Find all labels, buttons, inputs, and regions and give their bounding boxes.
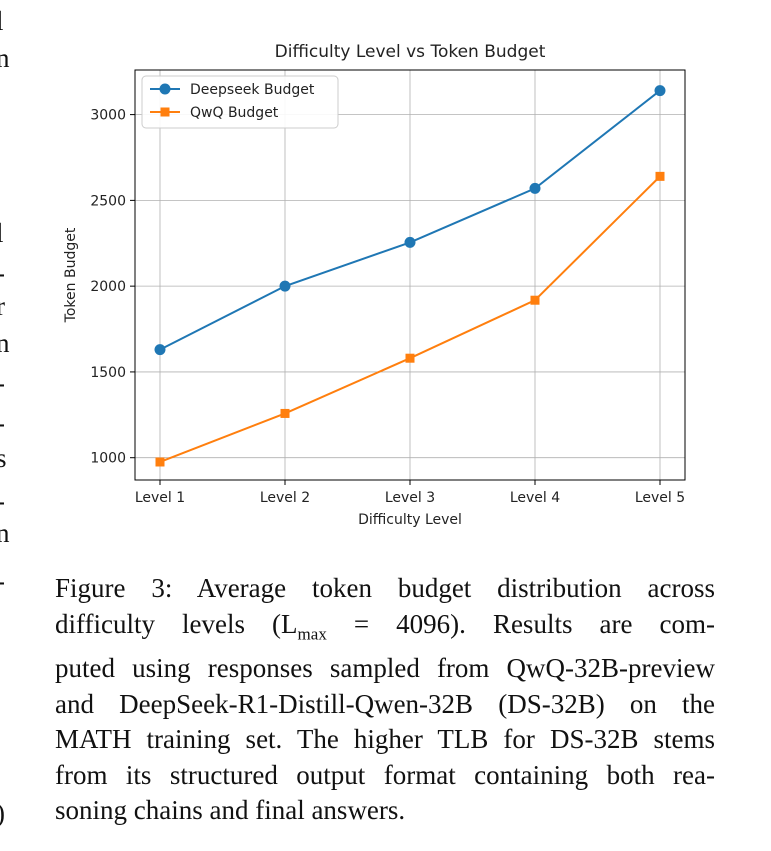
y-tick-label: 1500 — [90, 365, 126, 381]
edge-glyph: n — [0, 328, 10, 358]
edge-glyph: l — [0, 8, 4, 35]
series-layer — [154, 85, 666, 467]
x-tick-label: Level 5 — [635, 490, 685, 506]
caption-line-2: difficulty levels (Lmax = 4096). Results… — [55, 607, 715, 652]
caption-line-5: MATH training set. The higher TLB for DS… — [55, 724, 715, 755]
y-tick-label: 3000 — [90, 108, 126, 124]
legend-label: QwQ Budget — [190, 105, 279, 121]
y-tick-label: 2500 — [90, 193, 126, 209]
data-point — [155, 457, 165, 467]
caption-line-1: Figure 3: Average token budget distribut… — [55, 573, 715, 603]
x-tick-label: Level 1 — [135, 490, 185, 506]
edge-glyph: - — [0, 488, 5, 515]
edge-glyph: - — [0, 410, 5, 437]
edge-glyph: - — [0, 568, 5, 595]
legend-swatch-marker — [159, 83, 171, 95]
data-point — [530, 295, 540, 305]
x-tick-label: Level 4 — [510, 490, 560, 506]
legend-swatch-marker — [160, 107, 170, 117]
caption-subscript: max — [297, 623, 327, 643]
figure-caption: Figure 3: Average token budget distribut… — [55, 571, 715, 829]
edge-glyph: s — [0, 443, 7, 473]
y-tick-label: 2000 — [90, 279, 126, 295]
legend: Deepseek Budget QwQ Budget — [141, 75, 339, 129]
chart-title: Difficulty Level vs Token Budget — [275, 42, 546, 62]
legend-entry: Deepseek Budget — [150, 82, 315, 98]
edge-glyph: - — [0, 370, 5, 397]
edge-glyph: r — [0, 291, 5, 321]
caption-line-4: and DeepSeek-R1-Distill-Qwen-32B (DS-32B… — [55, 688, 715, 719]
legend-entry: QwQ Budget — [150, 105, 279, 121]
series-1 — [154, 85, 666, 356]
caption-line-6: from its structured output format contai… — [55, 759, 715, 790]
data-point — [405, 353, 415, 363]
data-point — [529, 182, 541, 194]
data-point — [404, 236, 416, 248]
data-point — [280, 408, 290, 418]
x-tick-label: Level 2 — [260, 490, 310, 506]
series-2 — [155, 171, 665, 467]
caption-line-7: soning chains and final answers. — [55, 795, 406, 826]
edge-glyph: n — [0, 43, 10, 73]
edge-glyph: n — [0, 518, 10, 548]
data-point — [654, 85, 666, 97]
legend-label: Deepseek Budget — [190, 82, 315, 98]
edge-glyph: l — [0, 220, 4, 247]
grid-lines — [135, 70, 685, 480]
axis-ticks: Level 1 Level 2 Level 3 Level 4 Level 5 1000 1… — [90, 108, 685, 506]
line-chart: Difficulty Level vs Token Budget Level 1… — [63, 42, 686, 528]
y-axis-label: Token Budget — [63, 227, 79, 323]
data-point — [279, 280, 291, 292]
caption-line-2-start: difficulty levels (Lmax = 4096). Results… — [55, 608, 715, 643]
edge-glyph: - — [0, 260, 5, 287]
legend-box — [141, 75, 339, 129]
data-point — [154, 344, 166, 356]
y-tick-label: 1000 — [90, 451, 126, 467]
x-tick-label: Level 3 — [385, 490, 435, 506]
edge-glyph: ) — [0, 800, 5, 827]
caption-line-3: puted using responses sampled from QwQ-3… — [55, 653, 715, 684]
x-axis-label: Difficulty Level — [358, 512, 462, 528]
data-point — [655, 171, 665, 181]
